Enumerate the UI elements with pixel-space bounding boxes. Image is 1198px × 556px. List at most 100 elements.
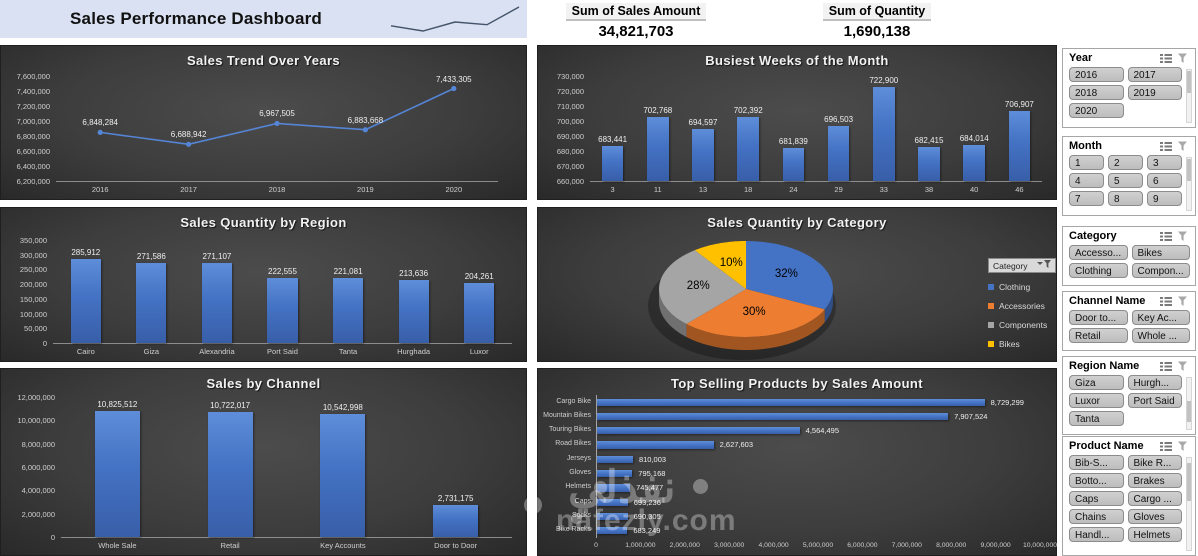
slicer-scrollbar-thumb[interactable]	[1187, 159, 1191, 181]
clear-filter-icon[interactable]	[1177, 53, 1189, 64]
hbar-cargo-bike[interactable]	[597, 398, 985, 406]
slicer-item-bib-s[interactable]: Bib-S...	[1069, 455, 1124, 470]
legend-item-accessories[interactable]: Accessories	[988, 301, 1056, 311]
trend-line-series[interactable]	[1, 46, 526, 199]
legend-item-clothing[interactable]: Clothing	[988, 282, 1056, 292]
slicer-item-handl[interactable]: Handl...	[1069, 527, 1124, 542]
bar-13[interactable]	[692, 129, 714, 181]
legend-item-bikes[interactable]: Bikes	[988, 339, 1056, 349]
multi-select-icon[interactable]	[1160, 441, 1172, 452]
data-point-2018[interactable]	[274, 120, 280, 127]
bar-38[interactable]	[918, 147, 940, 181]
bar-luxor[interactable]	[464, 282, 495, 343]
bar-40[interactable]	[963, 144, 986, 181]
clear-filter-icon[interactable]	[1177, 296, 1189, 307]
slicer-item-key-ac[interactable]: Key Ac...	[1131, 310, 1190, 325]
slicer-item-giza[interactable]: Giza	[1069, 375, 1124, 390]
slicer-scrollbar[interactable]	[1186, 69, 1192, 123]
slicer-item-port-said[interactable]: Port Said	[1127, 393, 1182, 408]
multi-select-icon[interactable]	[1160, 361, 1172, 372]
bar-hurghada[interactable]	[398, 280, 429, 343]
slicer-item-helmets[interactable]: Helmets	[1127, 527, 1182, 542]
slicer-item-bike-r[interactable]: Bike R...	[1127, 455, 1182, 470]
slicer-item-clothing[interactable]: Clothing	[1069, 263, 1128, 278]
hbar-touring-bikes[interactable]	[597, 427, 800, 435]
slicer-item-chains[interactable]: Chains	[1069, 509, 1124, 524]
clear-filter-icon[interactable]	[1177, 231, 1189, 242]
slicer-item-gloves[interactable]: Gloves	[1127, 509, 1182, 524]
bar-alexandria[interactable]	[201, 263, 232, 343]
bar-29[interactable]	[827, 126, 850, 181]
slicer-item-2017[interactable]: 2017	[1127, 67, 1182, 82]
legend-item-components[interactable]: Components	[988, 320, 1056, 330]
slicer-item-1[interactable]: 1	[1069, 155, 1104, 170]
bar-giza[interactable]	[136, 263, 167, 343]
slicer-item-compon[interactable]: Compon...	[1131, 263, 1190, 278]
bar-whole-sale[interactable]	[94, 410, 140, 537]
slicer-item-9[interactable]: 9	[1147, 191, 1182, 206]
data-point-2017[interactable]	[186, 141, 192, 147]
bar-port-said[interactable]	[267, 277, 298, 343]
slicer-item-2[interactable]: 2	[1108, 155, 1143, 170]
slicer-scrollbar[interactable]	[1186, 377, 1192, 430]
bar-retail[interactable]	[207, 411, 253, 537]
slicer-item-2018[interactable]: 2018	[1069, 85, 1124, 100]
slicer-item-2020[interactable]: 2020	[1069, 103, 1124, 118]
hbar-socks[interactable]	[597, 512, 628, 521]
slicer-item-2016[interactable]: 2016	[1069, 67, 1124, 82]
data-point-2016[interactable]	[97, 129, 103, 135]
slicer-scrollbar[interactable]	[1186, 457, 1192, 551]
hbar-gloves[interactable]	[597, 470, 633, 478]
bar-key-accounts[interactable]	[320, 413, 366, 537]
multi-select-icon[interactable]	[1160, 231, 1172, 242]
slicer-scrollbar-thumb[interactable]	[1187, 400, 1191, 423]
slicer-item-4[interactable]: 4	[1069, 173, 1104, 188]
slicer-item-caps[interactable]: Caps	[1069, 491, 1124, 506]
hbar-helmets[interactable]	[597, 484, 631, 492]
slicer-item-accesso[interactable]: Accesso...	[1069, 245, 1128, 260]
bar-46[interactable]	[1008, 110, 1031, 181]
slicer-item-whole[interactable]: Whole ...	[1131, 328, 1190, 343]
pie-slice-components[interactable]	[659, 250, 746, 324]
bar-33[interactable]	[872, 86, 895, 181]
multi-select-icon[interactable]	[1160, 141, 1172, 152]
slicer-item-botto[interactable]: Botto...	[1069, 473, 1124, 488]
bar-18[interactable]	[737, 117, 760, 181]
slicer-item-7[interactable]: 7	[1069, 191, 1104, 206]
data-point-2019[interactable]	[362, 127, 368, 133]
slicer-item-door-to[interactable]: Door to...	[1069, 310, 1128, 325]
hbar-jerseys[interactable]	[597, 455, 633, 463]
slicer-item-tanta[interactable]: Tanta	[1069, 411, 1124, 426]
slicer-item-hurgh[interactable]: Hurgh...	[1127, 375, 1182, 390]
hbar-mountain-bikes[interactable]	[597, 412, 949, 421]
slicer-item-8[interactable]: 8	[1108, 191, 1143, 206]
slicer-item-cargo[interactable]: Cargo ...	[1127, 491, 1182, 506]
slicer-scrollbar-thumb[interactable]	[1187, 462, 1191, 502]
bar-tanta[interactable]	[332, 277, 364, 343]
bar-24[interactable]	[782, 148, 805, 181]
bar-11[interactable]	[646, 116, 669, 181]
hbar-caps[interactable]	[597, 498, 628, 506]
clear-filter-icon[interactable]	[1177, 441, 1189, 452]
clear-filter-icon[interactable]	[1177, 361, 1189, 372]
bar-door-to-door[interactable]	[433, 505, 479, 537]
pie-slice-accessories[interactable]	[686, 289, 825, 337]
slicer-item-3[interactable]: 3	[1147, 155, 1182, 170]
hbar-bike-racks[interactable]	[597, 527, 628, 535]
slicer-item-retail[interactable]: Retail	[1069, 328, 1128, 343]
clear-filter-icon[interactable]	[1177, 141, 1189, 152]
slicer-scrollbar[interactable]	[1186, 157, 1192, 211]
slicer-item-5[interactable]: 5	[1108, 173, 1143, 188]
slicer-item-luxor[interactable]: Luxor	[1069, 393, 1124, 408]
data-point-2020[interactable]	[451, 85, 457, 92]
bar-3[interactable]	[601, 145, 624, 181]
multi-select-icon[interactable]	[1160, 296, 1172, 307]
hbar-road-bikes[interactable]	[597, 441, 714, 449]
slicer-item-brakes[interactable]: Brakes	[1127, 473, 1182, 488]
category-filter-button[interactable]: Category	[988, 258, 1056, 273]
pie-slice-bikes[interactable]	[694, 241, 746, 289]
pie-slice-clothing[interactable]	[746, 241, 833, 310]
slicer-item-6[interactable]: 6	[1147, 173, 1182, 188]
slicer-scrollbar-thumb[interactable]	[1187, 71, 1191, 93]
slicer-item-bikes[interactable]: Bikes	[1131, 245, 1190, 260]
